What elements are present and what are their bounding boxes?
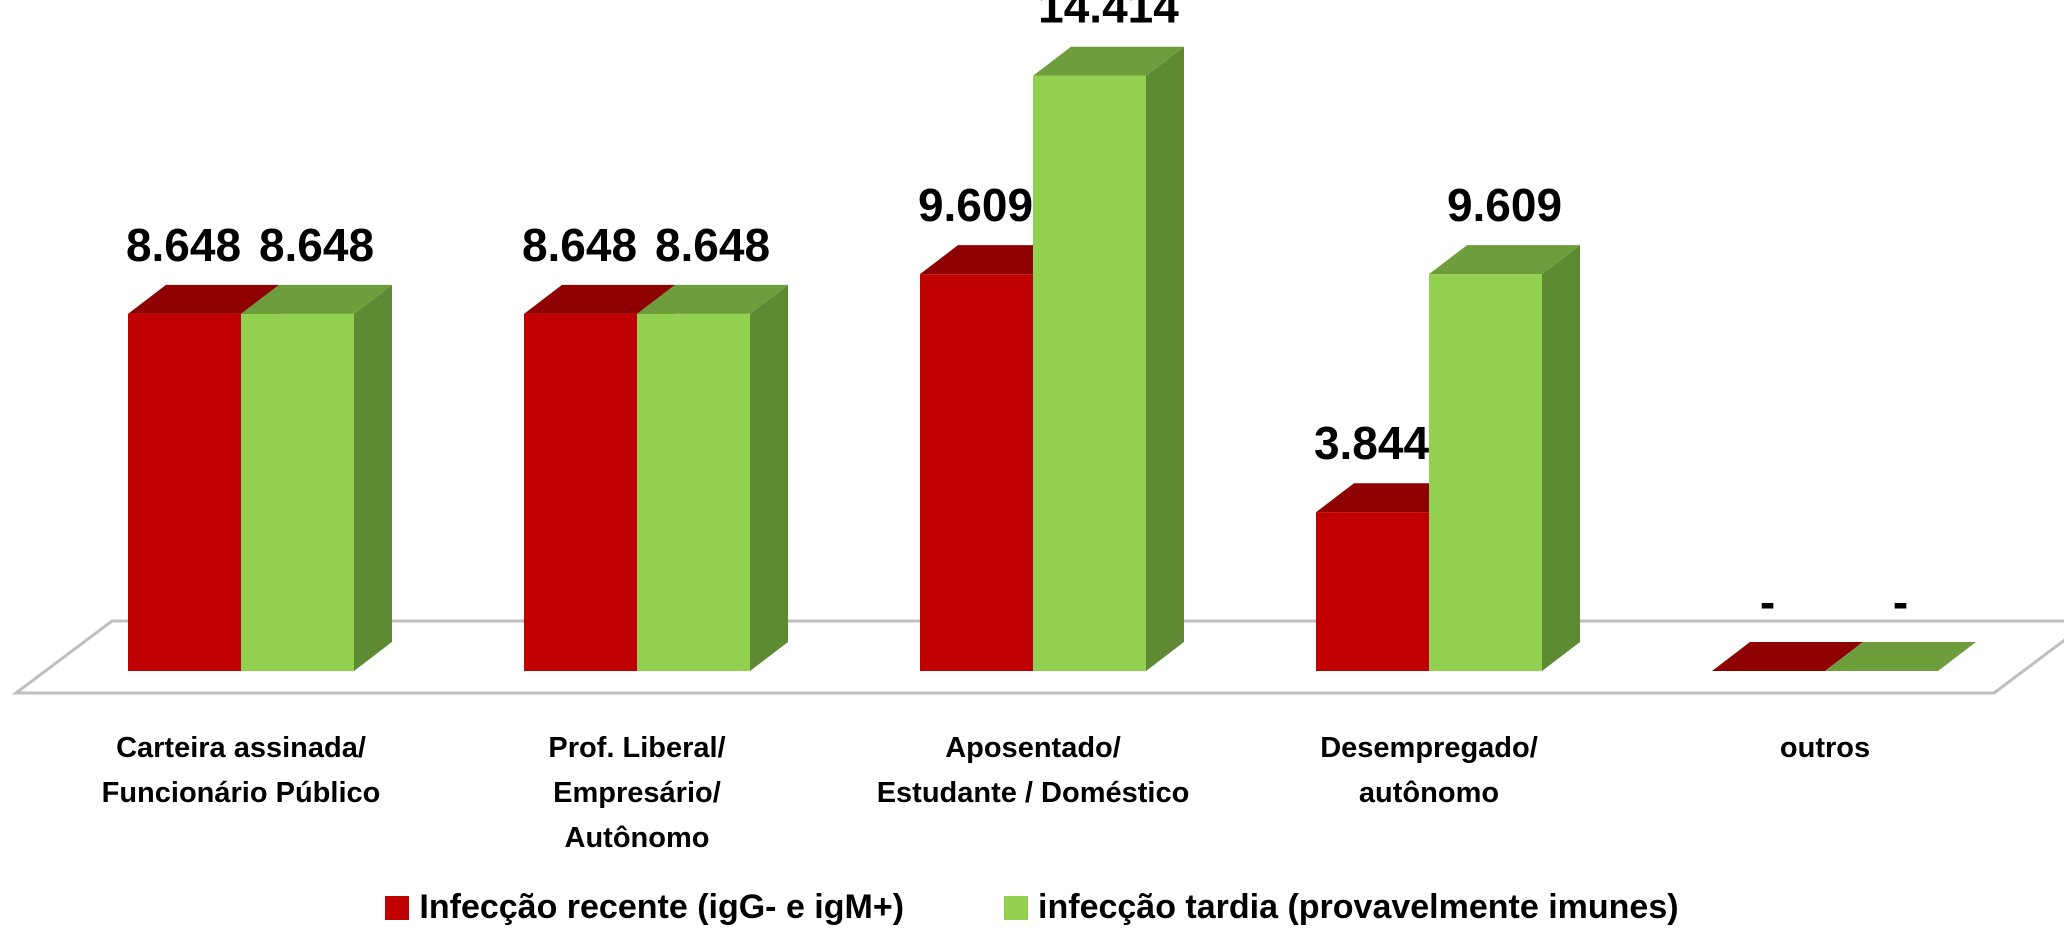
data-label: 8.648 bbox=[655, 219, 770, 271]
bar bbox=[1712, 642, 1863, 671]
data-label: 8.648 bbox=[259, 219, 374, 271]
bar-front bbox=[637, 313, 750, 671]
bar bbox=[241, 284, 392, 671]
x-tick-label: outros bbox=[1779, 732, 1871, 764]
data-label: - bbox=[1760, 576, 1775, 628]
bar-top bbox=[637, 284, 788, 314]
x-tick-label: Carteira assinada/ Funcionário Público bbox=[101, 732, 381, 809]
legend-item: Infecção recente (igG- e igM+) bbox=[385, 888, 904, 927]
bar-top bbox=[1825, 642, 1976, 671]
bar-top bbox=[524, 284, 675, 314]
data-label: - bbox=[1893, 576, 1908, 628]
data-label: 8.648 bbox=[522, 219, 637, 271]
bar-front bbox=[1316, 512, 1429, 671]
bar-front bbox=[1429, 274, 1542, 671]
bar-side bbox=[1146, 46, 1184, 672]
bar bbox=[1825, 642, 1976, 671]
data-label: 9.609 bbox=[918, 179, 1033, 231]
bar-front bbox=[128, 313, 241, 671]
bar-front bbox=[1033, 75, 1146, 672]
legend-label: infecção tardia (provavelmente imunes) bbox=[1038, 888, 1679, 926]
x-tick-label: Desempregado/ autônomo bbox=[1320, 732, 1538, 809]
bar-top bbox=[1429, 245, 1580, 275]
bar-top bbox=[1712, 642, 1863, 671]
legend-swatch bbox=[1004, 895, 1029, 920]
legend: Infecção recente (igG- e igM+) infecção t… bbox=[0, 888, 2064, 927]
bar-top bbox=[128, 284, 279, 314]
bar bbox=[1429, 245, 1580, 671]
bar bbox=[637, 284, 788, 671]
legend-label: Infecção recente (igG- e igM+) bbox=[419, 888, 905, 926]
bar-front bbox=[524, 313, 637, 671]
data-label: 8.648 bbox=[126, 219, 241, 271]
x-tick-label: Aposentado/ Estudante / Doméstico bbox=[876, 732, 1190, 809]
data-label: 9.609 bbox=[1447, 179, 1562, 231]
data-label: 3.844 bbox=[1314, 417, 1430, 469]
bar-front bbox=[920, 274, 1033, 671]
bar-top bbox=[1033, 46, 1184, 76]
legend-item: infecção tardia (provavelmente imunes) bbox=[1004, 888, 1679, 927]
bar-side bbox=[354, 284, 392, 671]
bar-top bbox=[241, 284, 392, 314]
bar bbox=[1033, 46, 1184, 672]
data-label: 14.414 bbox=[1038, 0, 1179, 33]
bar-side bbox=[750, 284, 788, 671]
x-tick-label: Prof. Liberal/ Empresário/ Autônomo bbox=[548, 732, 726, 854]
bar-front bbox=[241, 313, 354, 671]
bar-side bbox=[1542, 245, 1580, 671]
legend-swatch bbox=[385, 895, 410, 920]
